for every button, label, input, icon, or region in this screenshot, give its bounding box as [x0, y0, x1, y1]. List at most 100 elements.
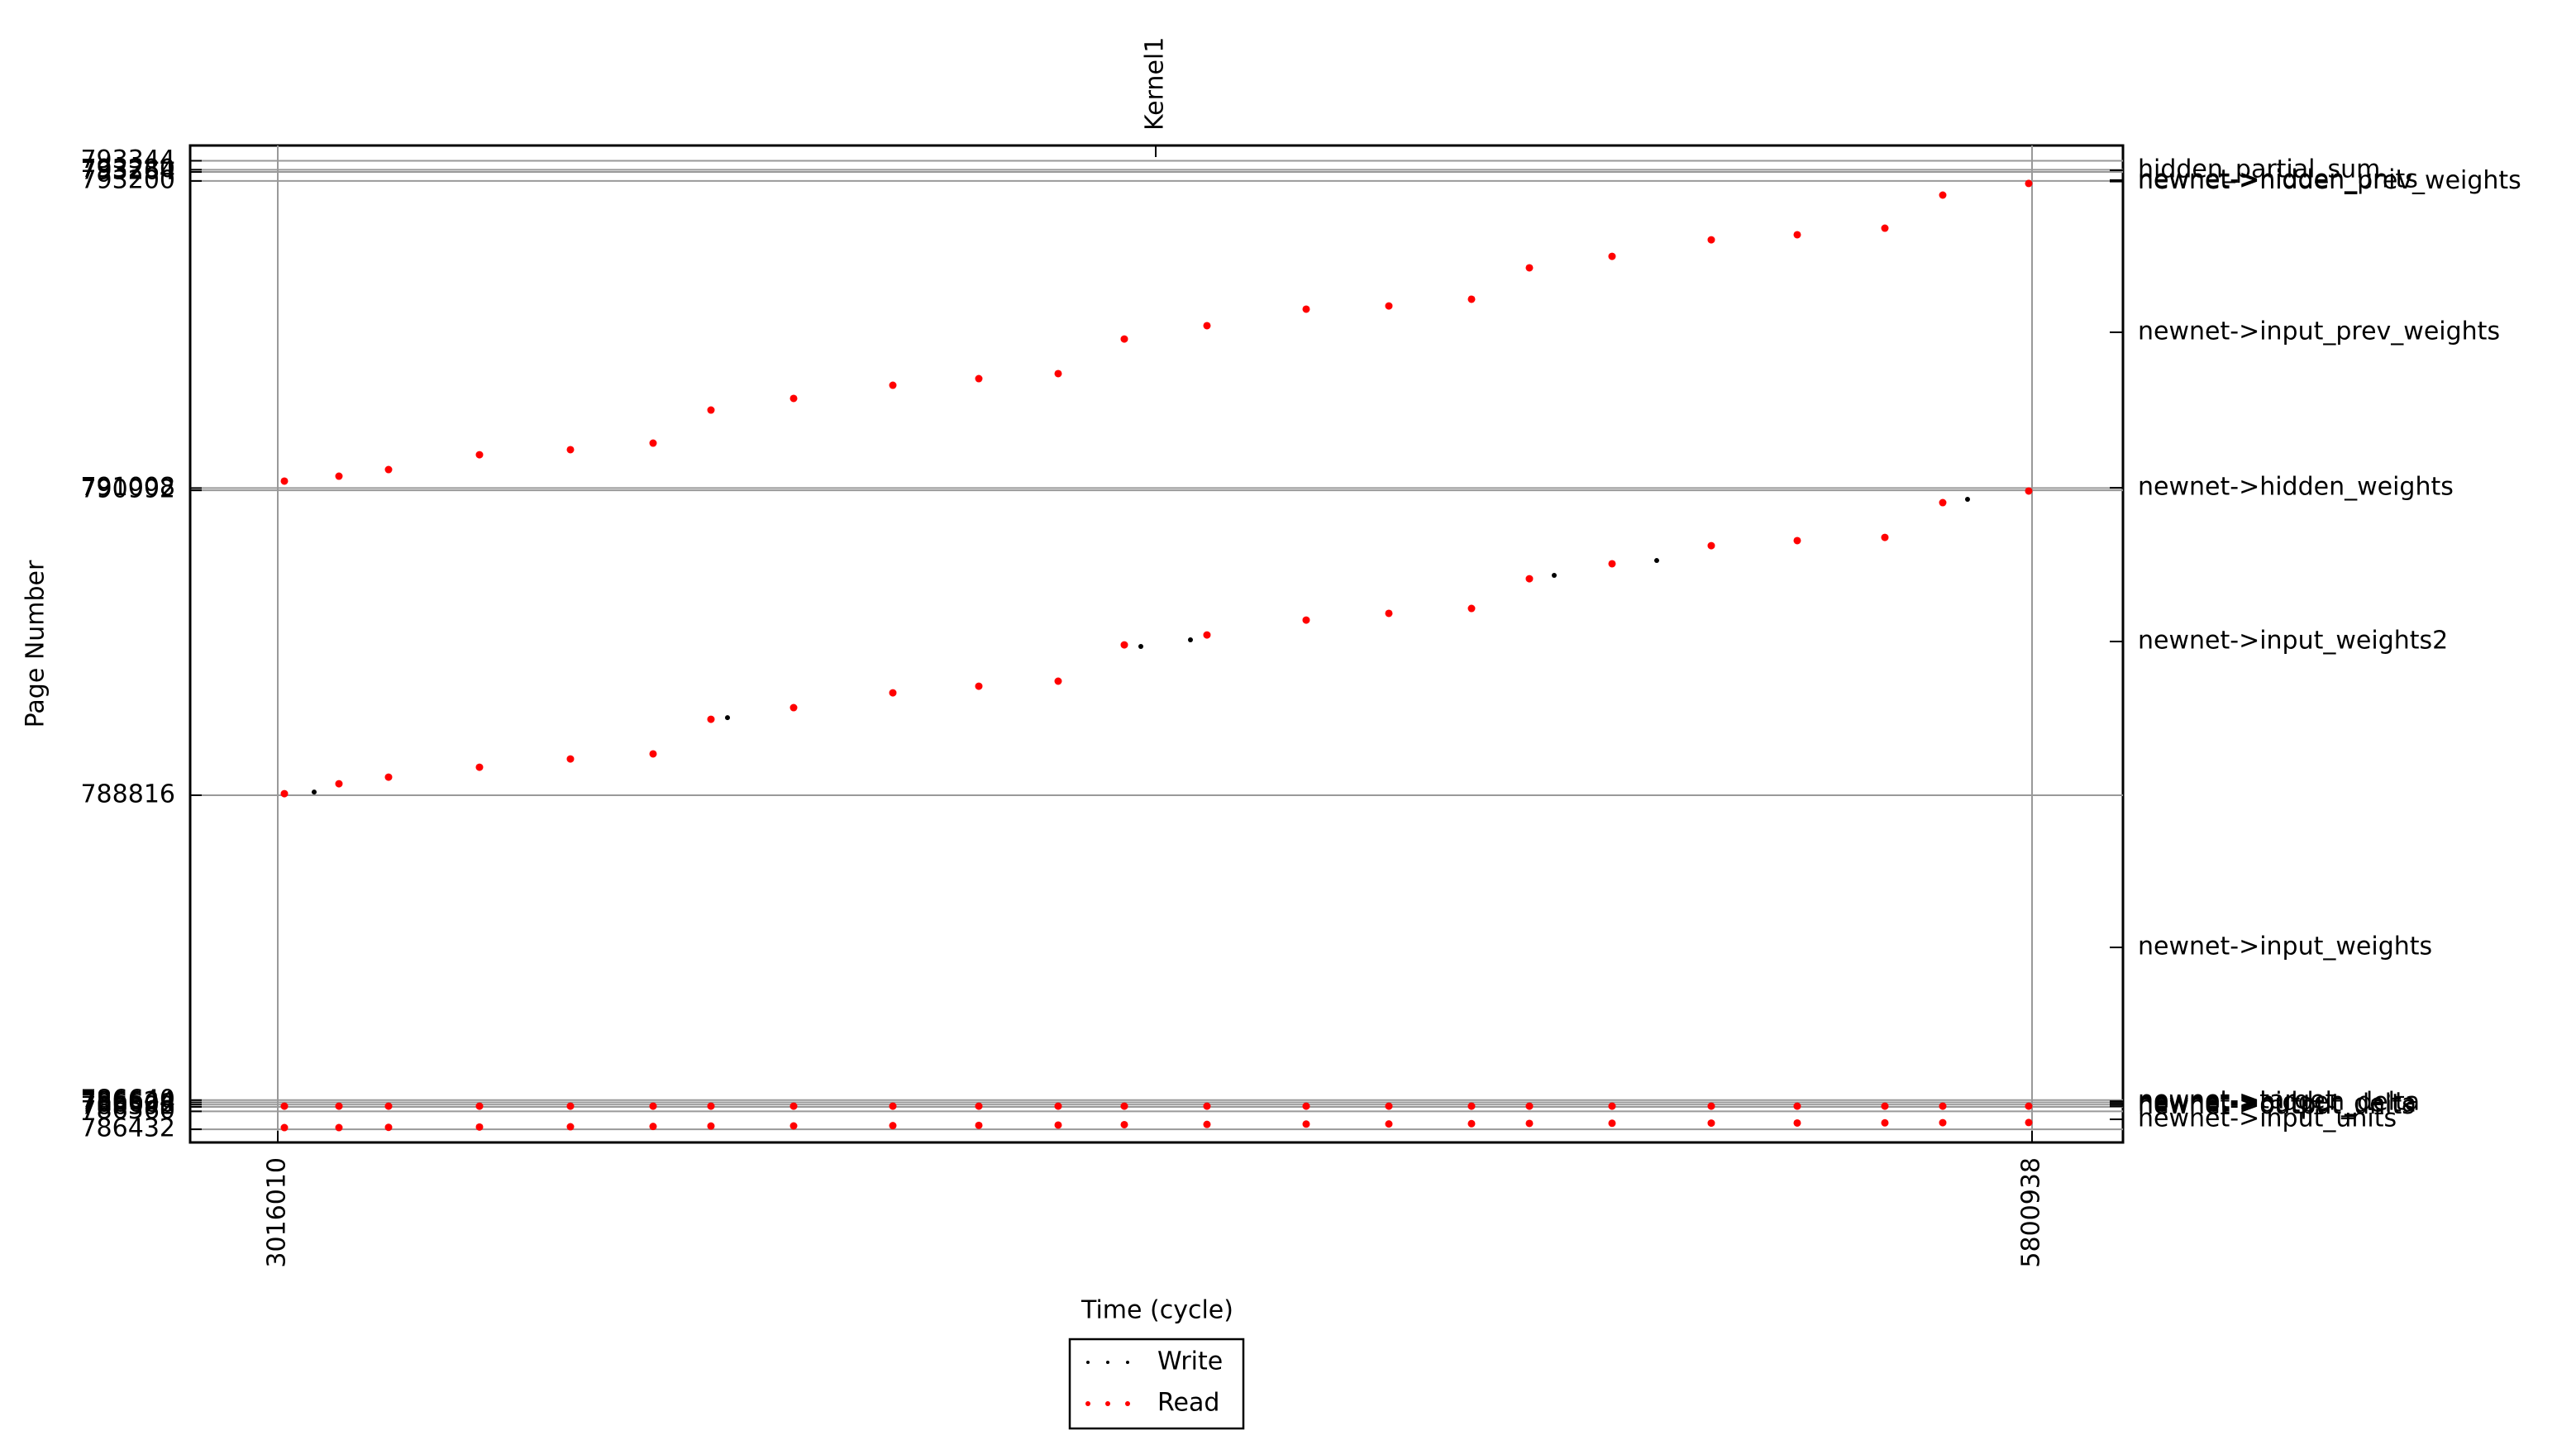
point: [335, 472, 343, 480]
point: [1707, 1102, 1715, 1110]
y2-tick-label: newnet->hidden_units: [2138, 165, 2418, 193]
point: [789, 703, 798, 712]
legend-label: Read: [1157, 1389, 1219, 1418]
point: [1881, 224, 1889, 232]
point: [280, 1102, 289, 1110]
point: [1608, 1102, 1616, 1110]
y2-tick-label: newnet->input_weights: [2138, 932, 2432, 961]
y2-tick-label: newnet->target: [2138, 1086, 2335, 1115]
y-tick-label: 793264: [80, 157, 175, 186]
point: [1551, 573, 1557, 579]
x-tick-label: 3016010: [262, 1157, 291, 1268]
y-axis-label: Page Number: [21, 560, 50, 727]
point: [649, 750, 657, 758]
point: [1203, 1120, 1211, 1128]
point: [1793, 1118, 1801, 1127]
y2-tick-label: newnet->input_weights2: [2138, 627, 2448, 656]
point: [1881, 1118, 1889, 1127]
point: [789, 1122, 798, 1130]
y-tick-label: 791008: [80, 473, 175, 502]
point: [1385, 302, 1393, 310]
y2-tick-label: newnet->input_units: [2138, 1104, 2397, 1133]
point: [311, 789, 317, 795]
point: [1467, 604, 1476, 613]
point: [280, 1123, 289, 1132]
point: [1939, 1102, 1947, 1110]
point: [280, 477, 289, 485]
point: [384, 465, 393, 474]
point: [1707, 541, 1715, 550]
legend-marker: [1126, 1361, 1129, 1364]
point: [1939, 498, 1947, 507]
point: [789, 394, 798, 403]
point: [1653, 558, 1659, 564]
point: [566, 1123, 575, 1131]
point: [1120, 1102, 1128, 1110]
point: [2025, 179, 2033, 188]
point: [1707, 1119, 1715, 1128]
point: [566, 755, 575, 763]
x-axis-label: Time (cycle): [1080, 1296, 1233, 1325]
point: [1525, 575, 1534, 583]
point: [975, 374, 983, 383]
y2-tick-label: newnet->input_prev_weights: [2138, 317, 2500, 346]
point: [649, 439, 657, 447]
point: [724, 715, 730, 721]
point: [335, 1102, 343, 1110]
point: [707, 1122, 715, 1130]
y2-tick-label: hidden_partial_sum: [2138, 155, 2380, 184]
point: [1793, 231, 1801, 239]
point: [475, 763, 484, 771]
point: [1203, 322, 1211, 330]
point: [2025, 1102, 2033, 1110]
y-tick-label: 786640: [80, 1085, 175, 1114]
point: [1467, 1102, 1476, 1110]
point: [1385, 609, 1393, 618]
point: [1302, 1102, 1310, 1110]
point: [889, 1122, 897, 1130]
point: [2025, 487, 2033, 495]
point: [1385, 1102, 1393, 1110]
point: [1608, 252, 1616, 260]
point: [1793, 1102, 1801, 1110]
legend-marker: [1105, 1401, 1110, 1406]
y-tick-label: 790992: [80, 475, 175, 504]
point: [1385, 1120, 1393, 1128]
y-tick-label: 786624: [80, 1087, 175, 1116]
point: [975, 1121, 983, 1129]
legend-marker: [1106, 1361, 1109, 1364]
point: [1525, 264, 1534, 272]
point: [384, 1123, 393, 1132]
point: [707, 715, 715, 723]
point: [475, 451, 484, 459]
y2-tick-label: newnet->hidden_delta: [2138, 1088, 2420, 1117]
y2-tick-label: newnet->hidden_prev_weights: [2138, 166, 2521, 195]
point: [889, 381, 897, 389]
point: [1467, 295, 1476, 303]
point: [1939, 191, 1947, 199]
point: [1964, 496, 1970, 502]
point: [1302, 305, 1310, 313]
point: [975, 682, 983, 690]
plot-frame: [188, 144, 2125, 1144]
legend-marker: [1125, 1401, 1130, 1406]
point: [1054, 1102, 1062, 1110]
point: [2025, 1118, 2033, 1127]
y-tick-label: 793280: [80, 155, 175, 184]
point: [1120, 1120, 1128, 1128]
point: [1120, 641, 1128, 649]
point: [1881, 1102, 1889, 1110]
point: [280, 789, 289, 798]
point: [1054, 370, 1062, 378]
y2-tick-label: newnet->hidden_weights: [2138, 473, 2454, 502]
y-tick-label: 786592: [80, 1091, 175, 1120]
point: [1707, 236, 1715, 244]
top-tick-label: Kernel1: [1140, 37, 1169, 131]
legend-marker: [1086, 1361, 1090, 1364]
point: [889, 1102, 897, 1110]
point: [384, 773, 393, 781]
point: [1302, 1120, 1310, 1128]
point: [1054, 1121, 1062, 1129]
y-tick-label: 788816: [80, 780, 175, 808]
